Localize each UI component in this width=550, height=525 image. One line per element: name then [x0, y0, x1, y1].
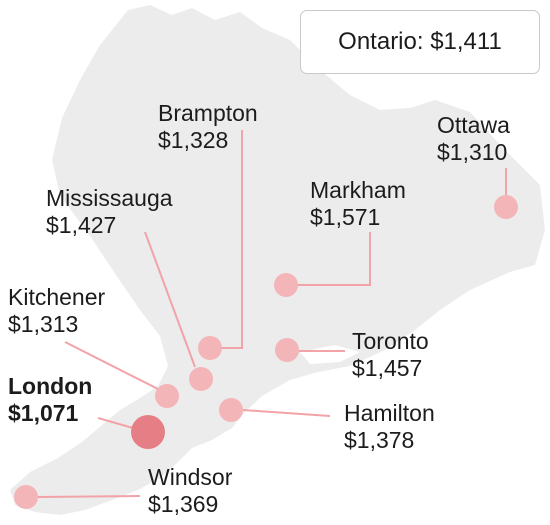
city-name: Ottawa: [437, 112, 510, 138]
city-marker-ottawa: [494, 195, 518, 219]
label-kitchener: Kitchener $1,313: [8, 284, 105, 338]
city-marker-kitchener: [155, 384, 179, 408]
city-rent: $1,313: [8, 311, 79, 337]
city-rent: $1,571: [310, 204, 381, 230]
city-marker-toronto: [275, 338, 299, 362]
city-rent: $1,457: [352, 355, 423, 381]
leader-line-hamilton: [242, 409, 331, 417]
province-summary-text: Ontario: $1,411: [338, 28, 502, 55]
leader-line-windsor: [37, 495, 141, 498]
province-summary-box: Ontario: $1,411: [300, 10, 540, 74]
city-marker-brampton: [198, 336, 222, 360]
city-rent: $1,369: [148, 491, 219, 517]
city-name: Markham: [310, 177, 406, 203]
city-name: Mississauga: [46, 185, 173, 211]
city-name: Kitchener: [8, 284, 106, 310]
leader-lines: [37, 130, 507, 498]
label-windsor: Windsor $1,369: [148, 464, 232, 518]
city-marker-windsor: [14, 485, 38, 509]
label-mississauga: Mississauga $1,427: [46, 185, 173, 239]
label-markham: Markham $1,571: [310, 177, 406, 231]
city-name: Hamilton: [344, 400, 435, 426]
city-markers: [14, 195, 518, 509]
province-shape: [10, 5, 545, 515]
label-hamilton: Hamilton $1,378: [344, 400, 435, 454]
city-name: Toronto: [352, 328, 429, 354]
city-name: Windsor: [148, 464, 233, 490]
city-name: Brampton: [158, 100, 258, 126]
city-rent: $1,310: [437, 139, 508, 165]
leader-line-london: [97, 417, 134, 429]
city-rent: $1,427: [46, 212, 117, 238]
city-marker-markham: [274, 273, 298, 297]
label-ottawa: Ottawa $1,310: [437, 112, 510, 166]
leader-line-kitchener: [64, 341, 161, 391]
lake-ontario: [300, 345, 360, 364]
leader-line-markham: [298, 232, 371, 286]
city-marker-london: [131, 415, 165, 449]
city-rent: $1,378: [344, 427, 415, 453]
city-rent: $1,071: [8, 400, 79, 426]
label-brampton: Brampton $1,328: [158, 100, 258, 154]
city-marker-mississauga: [189, 367, 213, 391]
label-toronto: Toronto $1,457: [352, 328, 429, 382]
city-rent: $1,328: [158, 127, 229, 153]
label-london: London $1,071: [8, 373, 92, 427]
leader-line-mississauga: [144, 231, 196, 368]
city-name: London: [8, 373, 93, 399]
city-marker-hamilton: [219, 398, 243, 422]
leader-line-brampton: [222, 130, 243, 349]
